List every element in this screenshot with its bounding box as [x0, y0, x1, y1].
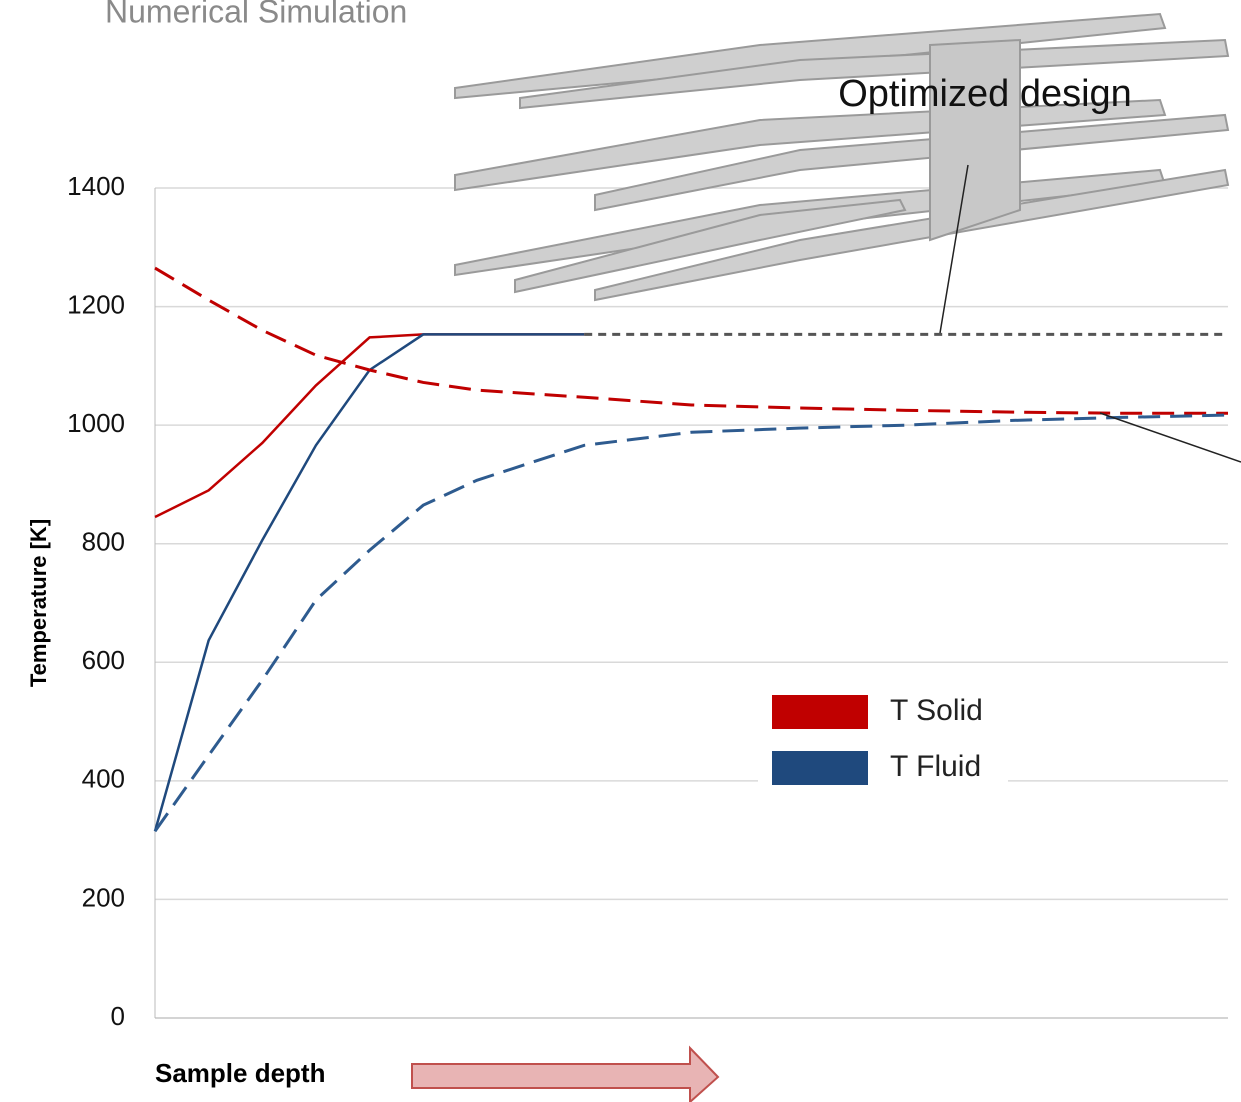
direction-arrow: [412, 1048, 718, 1102]
design-render: [455, 14, 1228, 300]
y-tick-label: 0: [111, 1001, 125, 1031]
x-axis-label: Sample depth: [155, 1058, 325, 1088]
series-line: [155, 415, 1228, 831]
annotation: Optimized design: [838, 73, 1132, 115]
y-tick-label: 200: [82, 882, 125, 912]
y-tick-label: 1000: [67, 408, 125, 438]
chart-title: Numerical Simulation: [105, 0, 407, 29]
legend-label: T Fluid: [890, 750, 981, 783]
y-tick-label: 1200: [67, 289, 125, 319]
y-tick-label: 600: [82, 645, 125, 675]
y-tick-label: 1400: [67, 171, 125, 201]
y-tick-label: 800: [82, 527, 125, 557]
legend-swatch: [772, 695, 868, 729]
legend-label: T Solid: [890, 694, 983, 727]
y-tick-label: 400: [82, 764, 125, 794]
chart: Numerical Simulation 0 200 400 600 800 1000 12…: [0, 0, 1241, 1102]
series-line: [155, 268, 1228, 413]
annotation-pointer: [1100, 413, 1241, 462]
legend: T Solid T Fluid: [758, 683, 1008, 795]
y-axis-label: Temperature [K]: [26, 519, 51, 687]
series-line: [155, 334, 584, 831]
legend-swatch: [772, 751, 868, 785]
